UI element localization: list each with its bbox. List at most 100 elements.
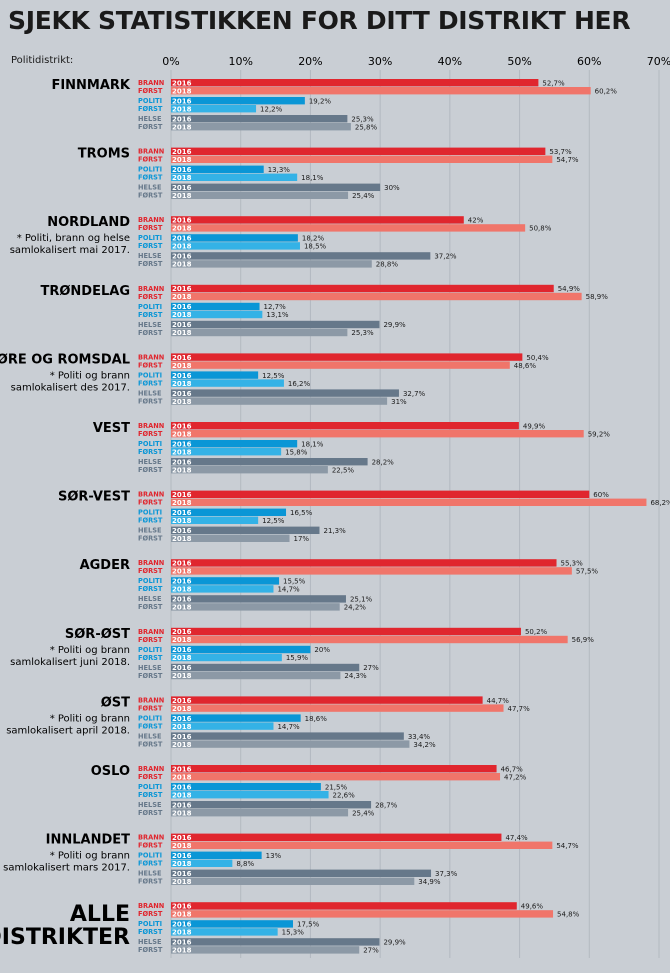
value-label: 15,9% [286,654,309,662]
value-label: 16,5% [290,509,313,517]
category-label: FØRST [138,860,163,868]
year-label: 2018 [172,398,192,406]
bar-politi-2018 [171,859,233,867]
year-label: 2016 [172,253,192,261]
year-label: 2016 [172,303,192,311]
year-label: 2018 [172,243,192,251]
value-label: 25,8% [355,123,378,131]
value-label: 21,3% [323,527,346,535]
category-label: FØRST [138,448,163,456]
year-label: 2018 [172,741,192,749]
category-label: FØRST [138,672,163,680]
year-label: 2018 [172,604,192,612]
category-label: FØRST [138,910,163,918]
year-label: 2016 [172,390,192,398]
category-label: BRANN [138,765,164,773]
category-label: FØRST [138,466,163,474]
bar-helse-2016 [171,869,432,877]
category-label: FØRST [138,722,163,730]
year-label: 2016 [172,372,192,380]
value-label: 24,3% [344,672,367,680]
bar-brann-2018 [171,361,510,369]
category-label: POLITI [138,783,162,791]
value-label: 68,2% [650,499,670,507]
category-label: POLITI [138,509,162,517]
value-label: 28,2% [372,458,395,466]
district-note: samlokalisert juni 2018. [10,657,130,668]
district-name: ALLE [70,902,130,927]
value-label: 59,2% [588,430,611,438]
district-name: MØRE OG ROMSDAL [0,352,130,367]
value-label: 47,4% [505,834,528,842]
bar-brann-2016 [171,284,554,293]
category-label: FØRST [138,567,163,575]
value-label: 54,7% [556,156,579,164]
category-label: POLITI [138,371,162,379]
bar-brann-2018 [171,430,584,438]
category-label: BRANN [138,353,164,361]
category-label: FØRST [138,123,163,131]
bar-brann-2016 [171,79,539,87]
category-label: BRANN [138,902,164,910]
bar-helse-2018 [171,603,340,611]
value-label: 13,3% [268,166,291,174]
year-label: 2016 [172,664,192,672]
bar-brann-2018 [171,910,554,918]
category-label: FØRST [138,603,163,611]
bar-brann-2018 [171,498,647,506]
category-label: FØRST [138,192,163,200]
district-name: SØR-VEST [58,490,130,505]
value-label: 50,2% [525,628,548,636]
x-tick-label: 30% [368,55,392,68]
district-name: NORDLAND [47,215,130,230]
bar-brann-2018 [171,841,553,849]
value-label: 25,4% [352,192,375,200]
value-label: 25,3% [351,115,374,123]
value-label: 31% [391,398,407,406]
category-label: BRANN [138,79,164,87]
year-label: 2016 [172,852,192,860]
category-label: FØRST [138,517,163,525]
year-label: 2016 [172,560,192,568]
value-label: 22,5% [332,466,355,474]
category-label: FØRST [138,430,163,438]
year-label: 2016 [172,321,192,329]
bar-politi-2016 [171,440,298,448]
year-label: 2016 [172,939,192,947]
value-label: 25,3% [351,329,374,337]
year-label: 2016 [172,715,192,723]
value-label: 58,9% [586,293,609,301]
bar-politi-2018 [171,242,300,250]
bar-politi-2018 [171,310,263,319]
value-label: 54,7% [556,842,579,850]
year-label: 2016 [172,783,192,791]
bar-helse-2016 [171,115,348,123]
value-label: 20% [314,646,330,654]
bar-brann-2018 [171,155,553,163]
value-label: 13,1% [266,311,289,319]
value-label: 60,2% [595,87,618,95]
year-label: 2016 [172,646,192,654]
year-label: 2016 [172,834,192,842]
value-label: 18,1% [301,174,324,182]
bar-brann-2016 [171,765,497,773]
year-label: 2018 [172,192,192,200]
category-label: FØRST [138,740,163,748]
year-label: 2018 [172,636,192,644]
bar-helse-2018 [171,191,349,199]
year-label: 2018 [172,225,192,233]
category-label: BRANN [138,148,164,156]
year-label: 2016 [172,217,192,225]
category-label: FØRST [138,773,163,781]
category-label: HELSE [138,252,162,260]
year-label: 2018 [172,568,192,576]
value-label: 18,2% [302,235,325,243]
value-label: 50,4% [526,354,549,362]
value-label: 52,7% [542,79,565,87]
year-label: 2016 [172,527,192,535]
value-label: 14,7% [277,723,300,731]
value-label: 34,2% [413,741,436,749]
category-label: POLITI [138,440,162,448]
category-label: FØRST [138,156,163,164]
